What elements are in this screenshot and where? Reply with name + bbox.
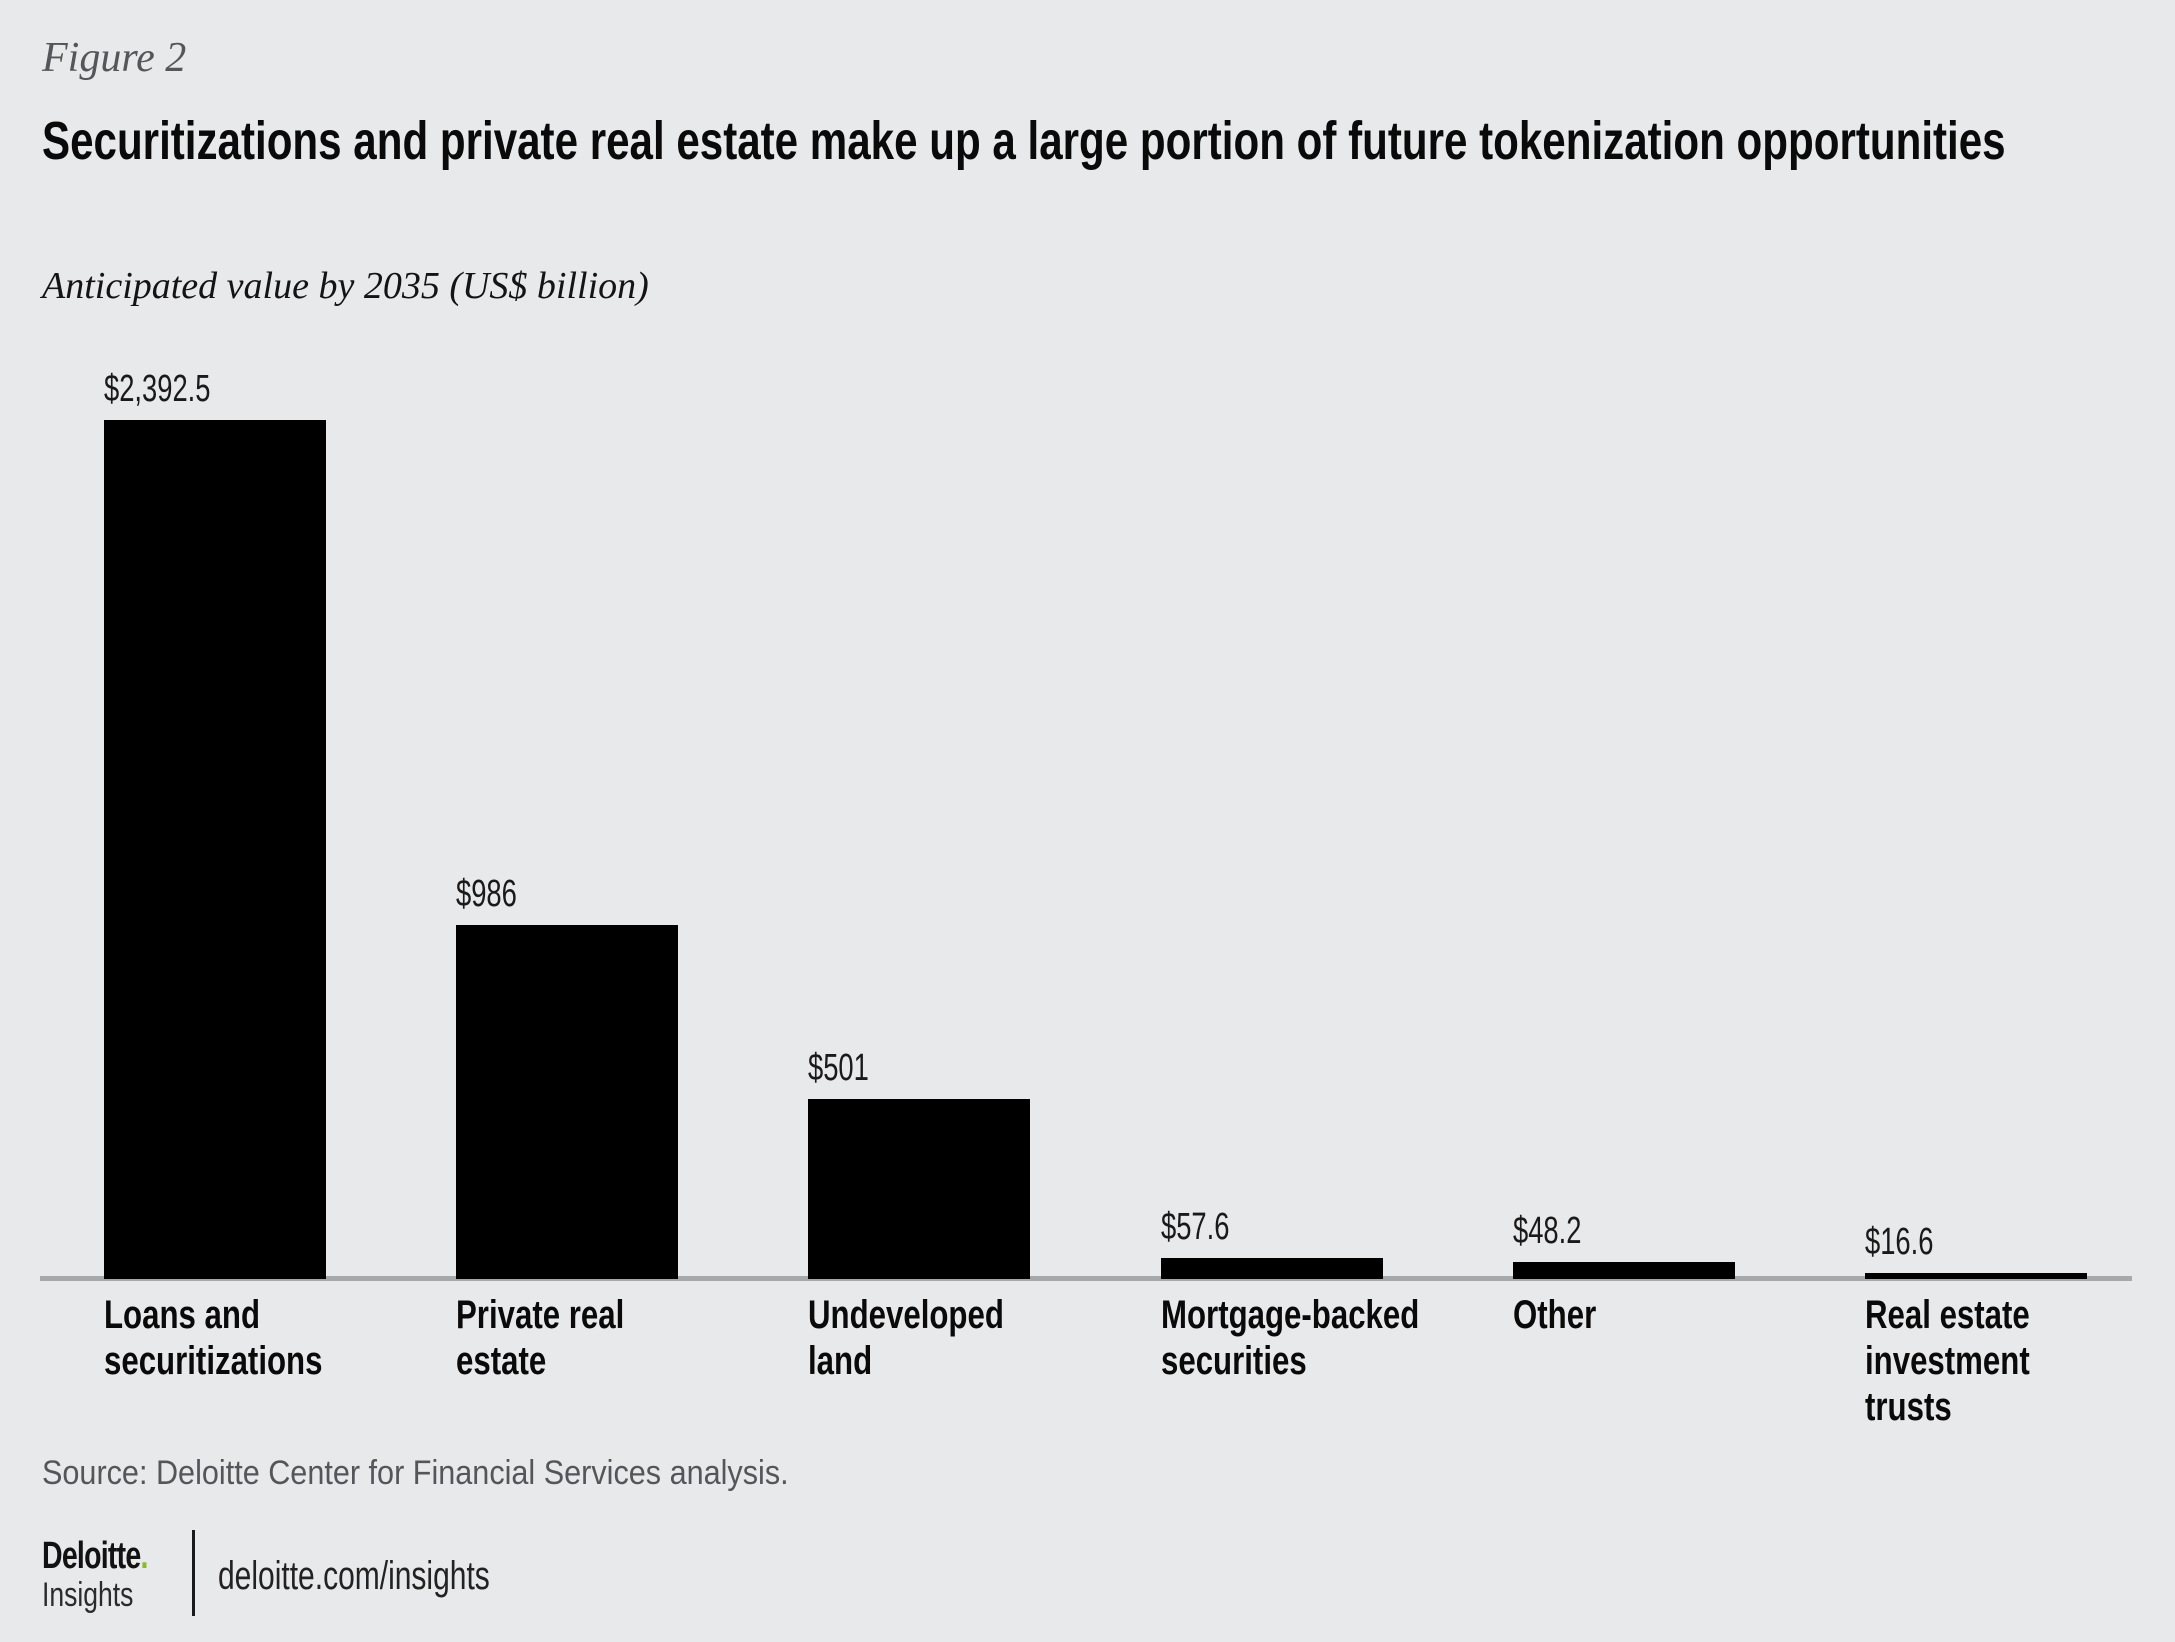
bar-value-label: $57.6	[1161, 1206, 1230, 1248]
brand-name: Deloitte	[42, 1535, 141, 1577]
bar-value-label: $986	[456, 873, 517, 915]
chart-title: Securitizations and private real estate …	[42, 106, 2175, 176]
figure-label: Figure 2	[42, 35, 187, 81]
bar-value-label: $16.6	[1865, 1221, 1934, 1263]
bar-value-label: $2,392.5	[104, 368, 211, 410]
brand-sub: Insights	[42, 1576, 183, 1614]
bar-value-label: $48.2	[1513, 1210, 1582, 1252]
x-axis-baseline	[40, 1276, 2132, 1281]
footer-url: deloitte.com/insights	[218, 1554, 580, 1598]
bar	[104, 420, 326, 1279]
footer-url-text: deloitte.com/insights	[218, 1554, 490, 1598]
source-note: Source: Deloitte Center for Financial Se…	[42, 1454, 872, 1493]
bar	[1513, 1262, 1735, 1279]
brand-wordmark: Deloitte.	[42, 1536, 183, 1576]
bar-value-label: $501	[808, 1047, 869, 1089]
bar	[808, 1099, 1030, 1279]
bar-category-label: Mortgage-backed securities	[1161, 1293, 1420, 1383]
bar-category-label: Loans and securitizations	[104, 1293, 323, 1383]
bar	[456, 925, 678, 1279]
deloitte-insights-logo: Deloitte. Insights	[42, 1536, 183, 1614]
brand-sub-text: Insights	[42, 1576, 134, 1614]
source-note-text: Source: Deloitte Center for Financial Se…	[42, 1454, 789, 1492]
footer-divider	[192, 1530, 195, 1616]
bar-category-label: Other	[1513, 1293, 1597, 1337]
green-dot-icon: .	[140, 1535, 149, 1577]
bar	[1161, 1258, 1383, 1279]
bar-category-label: Real estate investment trusts	[1865, 1293, 2030, 1429]
bar-category-label: Undeveloped land	[808, 1293, 1004, 1383]
bar-category-label: Private real estate	[456, 1293, 625, 1383]
bar	[1865, 1273, 2087, 1279]
chart-subtitle: Anticipated value by 2035 (US$ billion)	[42, 265, 649, 307]
chart-title-text: Securitizations and private real estate …	[42, 111, 2006, 171]
